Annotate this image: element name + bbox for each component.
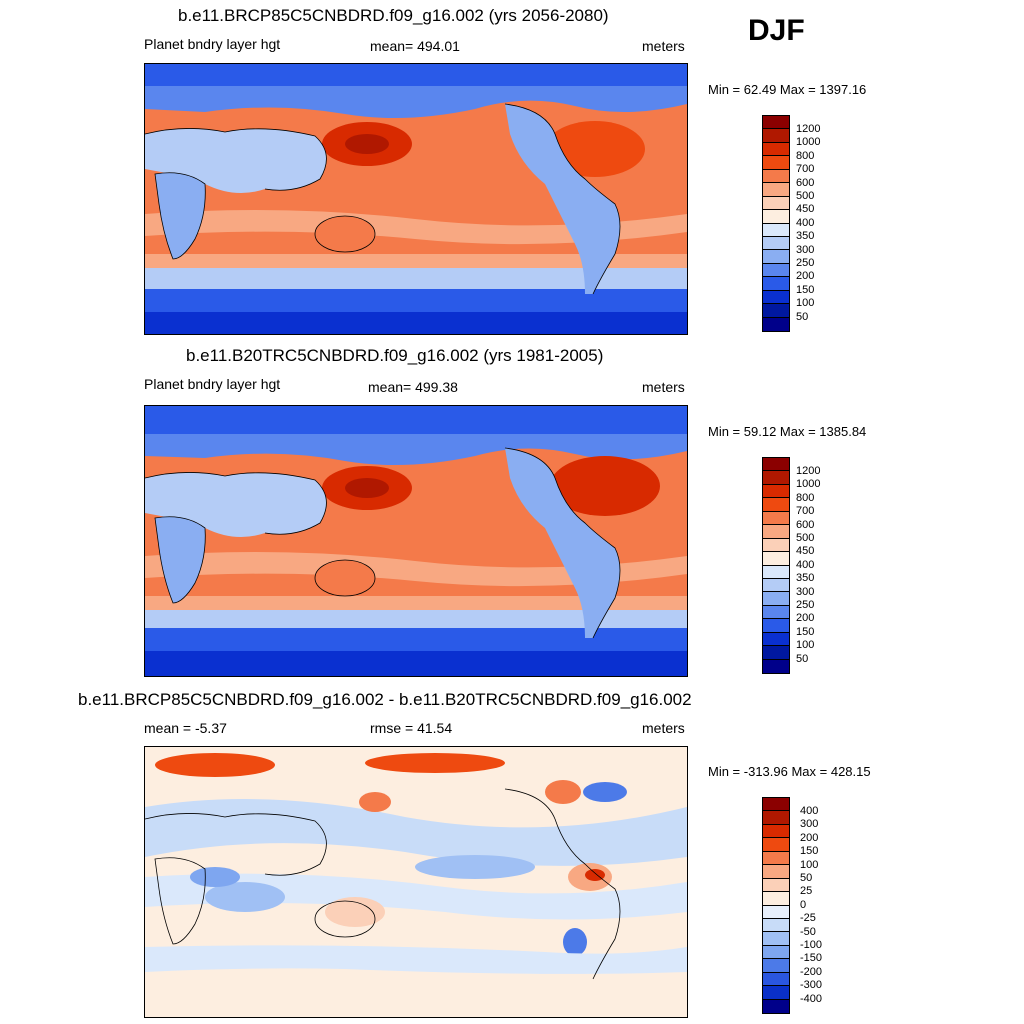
panel1-cb-label: 450 <box>796 203 815 216</box>
panel1-mean-label: mean= 494.01 <box>370 38 460 54</box>
panel1-minmax-label: Min = 62.49 Max = 1397.16 <box>708 82 867 97</box>
panel3-cb-label: -100 <box>800 939 823 951</box>
panel3-cb-label: 400 <box>800 805 819 817</box>
panel3-cb-label: -400 <box>800 992 823 1005</box>
panel3-cb-label: 200 <box>800 831 819 844</box>
panel3-title: b.e11.BRCP85C5CNBDRD.f09_g16.002 - b.e11… <box>78 690 692 709</box>
panel3-mean-label: mean = -5.37 <box>144 720 227 736</box>
panel3-map <box>144 746 688 1018</box>
panel1-cb-label: 300 <box>796 243 815 256</box>
panel3-units-label: meters <box>642 720 685 736</box>
panel1-cb-label: 600 <box>796 176 815 189</box>
panel3-cb-label: 50 <box>800 872 813 884</box>
panel1-map-graphic <box>145 64 687 334</box>
panel1-cb-label: 800 <box>796 149 815 162</box>
panel1-cb-label: 50 <box>796 310 809 323</box>
panel3-cb-label: -150 <box>800 952 823 965</box>
panel2-cb-label: 50 <box>796 652 809 665</box>
panel3-cb-label: -200 <box>800 965 823 978</box>
panel1-cb-label: 1000 <box>796 136 821 149</box>
panel1-cb-label: 200 <box>796 270 815 283</box>
panel1-title: b.e11.BRCP85C5CNBDRD.f09_g16.002 (yrs 20… <box>178 6 609 25</box>
panel2-cb-label: 200 <box>796 612 815 625</box>
panel1-cb-label: 500 <box>796 190 815 202</box>
panel2-map <box>144 405 688 677</box>
panel2-variable-label: Planet bndry layer hgt <box>144 376 281 392</box>
panel2-minmax-label: Min = 59.12 Max = 1385.84 <box>708 424 867 439</box>
panel2-units-label: meters <box>642 379 685 395</box>
panel1-cb-label: 250 <box>796 257 815 269</box>
panel2-map-graphic <box>145 406 687 676</box>
panel2-cb-label: 100 <box>796 639 815 652</box>
panel1-cb-label: 100 <box>796 297 815 310</box>
panel1-cb-label: 400 <box>796 216 815 229</box>
panel3-cb-label: 100 <box>800 858 819 871</box>
panel3-cb-label: -50 <box>800 925 816 938</box>
panel3-cb-label: 300 <box>800 818 819 831</box>
panel3-minmax-label: Min = -313.96 Max = 428.15 <box>708 764 871 779</box>
panel2-cb-label: 350 <box>796 572 815 585</box>
panel2-mean-label: mean= 499.38 <box>368 379 458 395</box>
panel3-rmse-label: rmse = 41.54 <box>370 720 453 736</box>
panel2-colorbar <box>762 457 790 674</box>
panel1-variable-label: Planet bndry layer hgt <box>144 36 281 52</box>
panel2-cb-label: 450 <box>796 545 815 558</box>
panel2-title: b.e11.B20TRC5CNBDRD.f09_g16.002 (yrs 198… <box>186 346 604 365</box>
panel3-cb-label: 0 <box>800 898 807 911</box>
panel3-map-graphic <box>145 747 687 1017</box>
panel1-colorbar <box>762 115 790 332</box>
panel2-cb-label: 150 <box>796 625 815 638</box>
panel2-cb-label: 1000 <box>796 478 821 491</box>
panel1-cb-label: 700 <box>796 163 815 176</box>
panel1-map <box>144 63 688 335</box>
panel2-cb-label: 800 <box>796 491 815 504</box>
panel3-cb-label: 150 <box>800 845 819 858</box>
panel2-cb-label: 400 <box>796 558 815 571</box>
panel1-units-label: meters <box>642 38 685 54</box>
panel2-cb-label: 600 <box>796 518 815 531</box>
panel1-cb-label: 350 <box>796 230 815 243</box>
panel2-cb-label: 700 <box>796 505 815 518</box>
panel2-cb-label: 500 <box>796 532 815 544</box>
panel1-cb-label: 1200 <box>796 123 821 135</box>
panel3-cb-label: -300 <box>800 979 823 992</box>
panel1-cb-label: 150 <box>796 283 815 296</box>
season-label: DJF <box>748 14 805 47</box>
panel2-cb-label: 250 <box>796 599 815 611</box>
panel2-cb-label: 1200 <box>796 465 821 477</box>
panel3-cb-label: -25 <box>800 912 816 925</box>
panel2-cb-label: 300 <box>796 585 815 598</box>
panel3-cb-label: 25 <box>800 885 813 898</box>
panel3-colorbar <box>762 797 790 1014</box>
